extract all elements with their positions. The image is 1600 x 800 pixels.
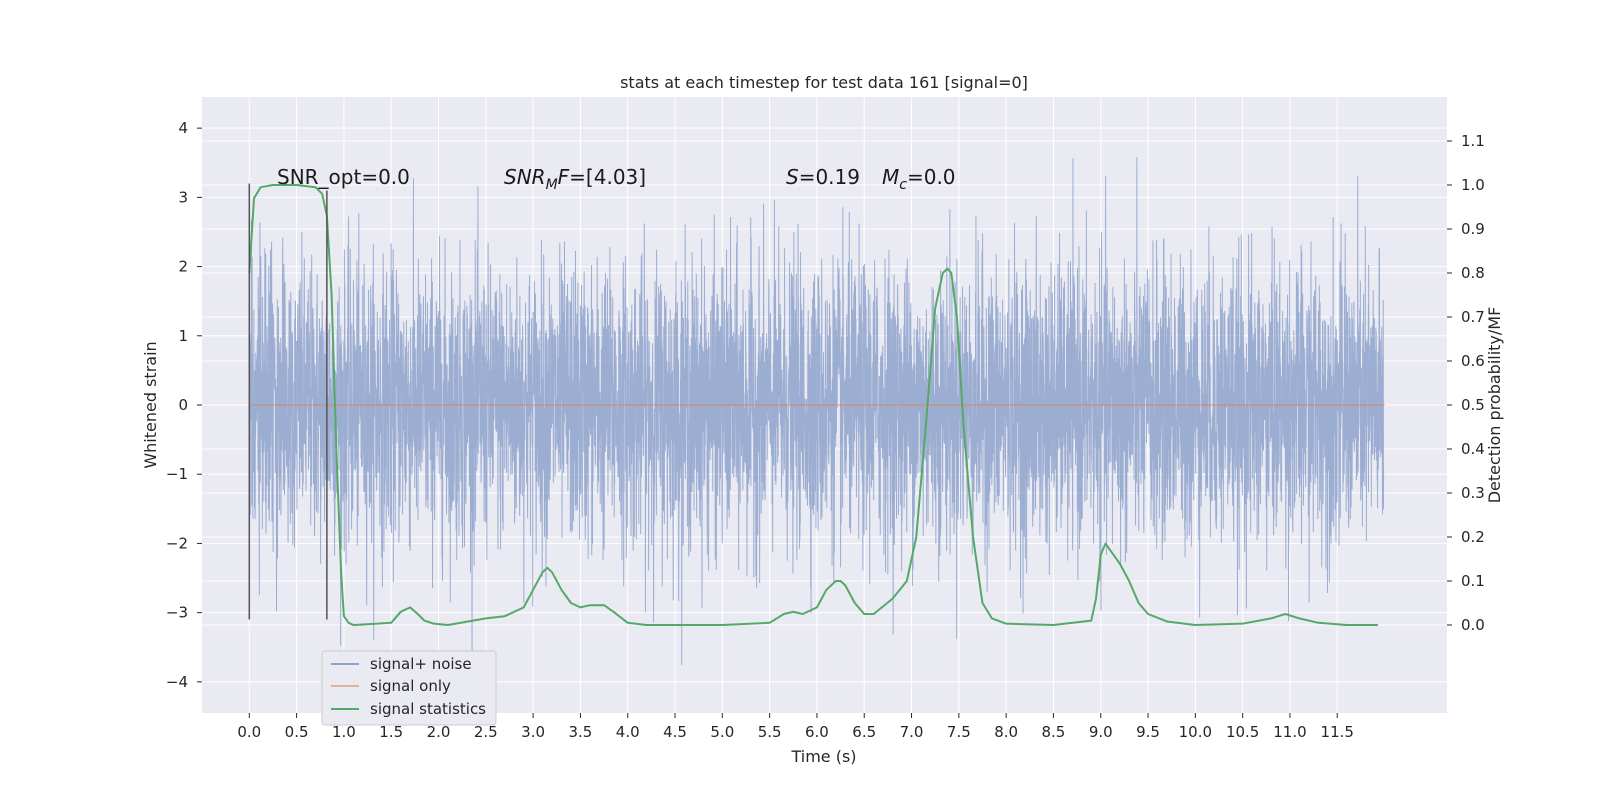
y-ticks-right: 0.0 0.1 0.2 0.3 0.4 0.5 0.6 0.7 0.8 0.9 1.0 1.1 <box>1447 132 1485 634</box>
y-tick-label-right: 0.4 <box>1461 440 1485 458</box>
s-value: =0.19 <box>799 165 860 189</box>
x-tick-label: 1.0 <box>332 723 356 741</box>
x-tick-label: 11.0 <box>1273 723 1306 741</box>
y-tick-label-left: 0 <box>178 396 188 414</box>
y-ticks-left: −4 −3 −2 −1 0 1 2 3 4 <box>166 119 202 691</box>
y-tick-label-right: 1.1 <box>1461 132 1485 150</box>
annotation-mc: Mc=0.0 <box>882 165 956 193</box>
x-tick-label: 7.5 <box>947 723 971 741</box>
y-tick-label-left: −2 <box>166 534 188 552</box>
y-tick-label-right: 0.1 <box>1461 572 1485 590</box>
x-tick-label: 2.5 <box>474 723 498 741</box>
snr-mf-value: =[4.03] <box>569 165 646 189</box>
x-axis-label: Time (s) <box>790 747 856 766</box>
x-tick-label: 6.5 <box>852 723 876 741</box>
y-tick-label-left: 3 <box>178 188 188 206</box>
legend: signal+ noise signal only signal statist… <box>321 650 497 726</box>
y-tick-label-right: 0.5 <box>1461 396 1485 414</box>
x-tick-label: 4.0 <box>616 723 640 741</box>
y-tick-label-left: −4 <box>166 673 188 691</box>
x-tick-label: 8.5 <box>1042 723 1066 741</box>
x-tick-label: 3.0 <box>521 723 545 741</box>
y-tick-label-right: 0.3 <box>1461 484 1485 502</box>
legend-label-noise: signal+ noise <box>370 655 472 673</box>
y-tick-label-right: 0.0 <box>1461 616 1485 634</box>
stats-series <box>248 184 1378 626</box>
annotation-snr-mf: SNRMF=[4.03] <box>504 165 646 193</box>
signal-statistics-line <box>248 184 1378 626</box>
y-tick-label-left: 2 <box>178 258 188 276</box>
y-tick-label-right: 0.6 <box>1461 352 1485 370</box>
mc-sub: c <box>899 177 907 193</box>
x-tick-label: 5.0 <box>710 723 734 741</box>
y-axis-label-left: Whitened strain <box>141 341 160 468</box>
legend-label-stats: signal statistics <box>370 700 486 718</box>
x-tick-label: 10.0 <box>1179 723 1212 741</box>
x-tick-label: 0.0 <box>237 723 261 741</box>
snr-mf-main: SNR <box>504 165 546 189</box>
legend-label-signal: signal only <box>370 677 451 695</box>
x-tick-label: 4.5 <box>663 723 687 741</box>
snr-mf-sub: M <box>546 177 558 193</box>
noise-series <box>248 156 1385 679</box>
y-tick-label-right: 0.2 <box>1461 528 1485 546</box>
y-tick-label-right: 0.8 <box>1461 264 1485 282</box>
y-tick-label-left: −1 <box>166 465 188 483</box>
x-tick-label: 9.5 <box>1136 723 1160 741</box>
x-tick-label: 0.5 <box>285 723 309 741</box>
mc-value: =0.0 <box>907 165 956 189</box>
x-tick-label: 11.5 <box>1321 723 1354 741</box>
x-tick-label: 7.0 <box>900 723 924 741</box>
chart-title: stats at each timestep for test data 161… <box>620 73 1028 92</box>
y-tick-label-left: 4 <box>178 119 188 137</box>
mc-var: M <box>882 165 899 189</box>
snr-mf-f: F <box>558 165 570 189</box>
y-tick-label-left: 1 <box>178 327 188 345</box>
annotation-s: S=0.19 <box>786 165 860 189</box>
x-tick-label: 8.0 <box>994 723 1018 741</box>
x-ticks: 0.0 0.5 1.0 1.5 2.0 2.5 3.0 3.5 4.0 4.5 5.0 5.5 6.0 6… <box>237 713 1354 741</box>
y-tick-label-left: −3 <box>166 604 188 622</box>
y-tick-label-right: 0.7 <box>1461 308 1485 326</box>
y-tick-label-right: 1.0 <box>1461 176 1485 194</box>
x-tick-label: 9.0 <box>1089 723 1113 741</box>
x-tick-label: 10.5 <box>1226 723 1259 741</box>
x-tick-label: 1.5 <box>379 723 403 741</box>
y-axis-label-right: Detection probability/MF <box>1485 307 1504 504</box>
x-tick-label: 3.5 <box>568 723 592 741</box>
annotation-snr-opt: SNR_opt=0.0 <box>277 165 410 189</box>
y-tick-label-right: 0.9 <box>1461 220 1485 238</box>
noise-trace <box>248 156 1385 679</box>
legend-box <box>321 650 497 726</box>
s-var: S <box>786 165 799 189</box>
markers <box>248 183 328 620</box>
x-tick-label: 2.0 <box>427 723 451 741</box>
x-tick-label: 6.0 <box>805 723 829 741</box>
x-tick-label: 5.5 <box>758 723 782 741</box>
